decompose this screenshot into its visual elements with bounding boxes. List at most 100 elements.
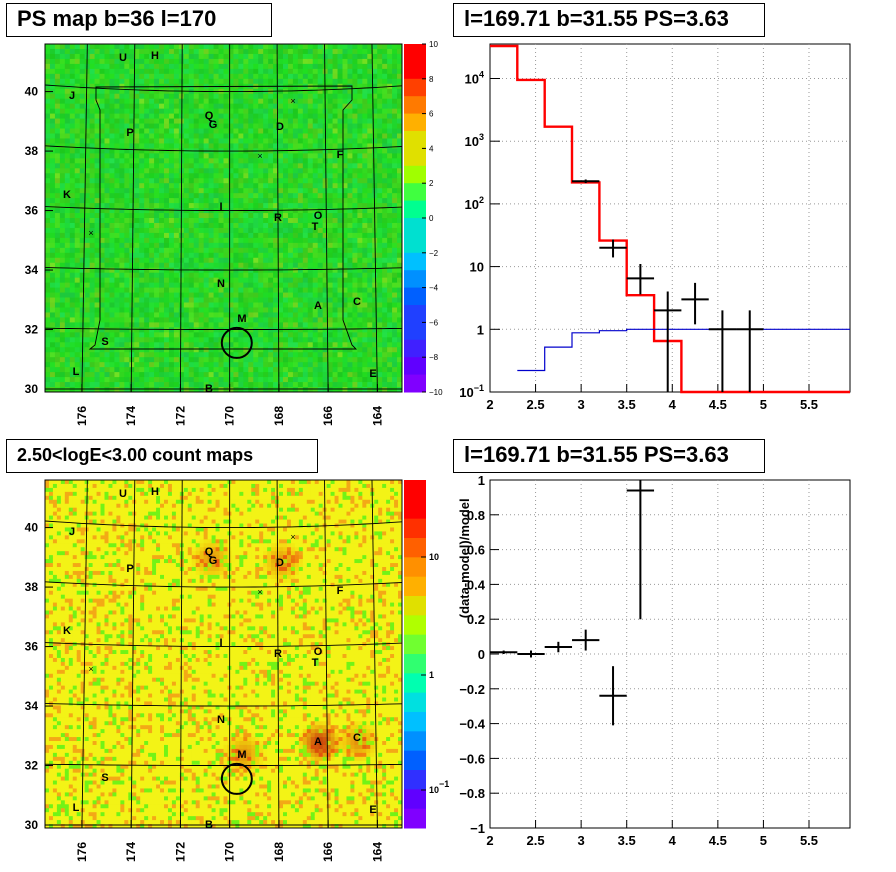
ps-map-pixel — [233, 272, 239, 279]
ps-map-pixel — [109, 88, 115, 95]
ps-map-pixel — [183, 53, 190, 60]
ps-map-pixel — [243, 312, 249, 318]
ps-map-pixel — [337, 257, 343, 264]
ps-map-pixel — [357, 342, 363, 348]
ps-map-pixel — [139, 68, 145, 75]
ps-map-pixel — [238, 103, 244, 110]
ps-map-pixel — [397, 138, 403, 144]
ps-map-pixel — [79, 232, 86, 239]
ps-map-pixel — [342, 252, 348, 259]
ps-map-pixel — [362, 148, 368, 154]
ps-map-pixel — [342, 48, 348, 55]
ps-map-pixel — [168, 342, 175, 348]
ps-map-pixel — [317, 44, 324, 50]
ps-map-pixel — [297, 297, 304, 303]
ps-map-pixel — [377, 362, 383, 368]
ps-map-pixel — [124, 227, 130, 234]
ps-map-pixel — [352, 193, 358, 199]
ps-map-pixel — [54, 153, 61, 159]
ps-map-pixel — [327, 287, 333, 293]
ps-map-pixel — [134, 73, 140, 80]
ps-map-pixel — [193, 178, 200, 184]
ps-map-pixel — [278, 128, 284, 134]
ps-map-pixel — [218, 257, 224, 264]
ps-map-pixel — [109, 153, 115, 159]
ps-map-pixel — [367, 357, 373, 363]
ps-map-pixel — [218, 158, 224, 164]
ps-map-pixel — [114, 382, 120, 388]
ps-map-pixel — [337, 218, 343, 224]
ps-map-pixel — [114, 173, 120, 179]
ps-map-pixel — [357, 113, 363, 119]
ps-map-pixel — [178, 307, 185, 313]
ps-map-pixel — [352, 68, 358, 75]
ps-map-pixel — [332, 252, 338, 259]
ps-map-pixel — [243, 247, 249, 254]
ps-map-pixel — [203, 163, 210, 169]
ps-map-pixel — [357, 377, 363, 383]
ps-map-pixel — [387, 203, 393, 209]
ps-map-pixel — [367, 63, 373, 70]
ps-map-pixel — [193, 213, 200, 219]
ps-map-pixel — [317, 362, 324, 368]
ps-map-pixel — [372, 332, 378, 338]
ps-map-pixel — [104, 183, 110, 189]
ps-map-pixel — [159, 317, 165, 323]
ps-map-pixel — [248, 307, 254, 313]
ps-map-pixel — [352, 382, 358, 388]
ps-map-pixel — [74, 277, 81, 284]
ps-map-pixel — [213, 173, 219, 179]
ps-map-pixel — [49, 332, 56, 338]
ps-map-pixel — [149, 307, 155, 313]
ps-map-pixel — [367, 133, 373, 139]
ps-map-pixel — [69, 208, 76, 214]
ps-map-pixel — [173, 163, 180, 169]
ps-map-pixel — [322, 188, 329, 194]
ps-map-pixel — [268, 218, 274, 224]
ps-map-pixel — [243, 63, 249, 70]
ps-map-pixel — [74, 252, 81, 259]
ps-map-pixel — [312, 113, 319, 119]
ps-map-pixel — [104, 53, 110, 60]
ps-map-pixel — [307, 352, 314, 358]
ps-map-pixel — [322, 203, 329, 209]
ps-map-pixel — [362, 193, 368, 199]
ps-map-pixel — [144, 262, 150, 269]
ps-map-pixel — [347, 188, 353, 194]
ps-map-pixel — [342, 58, 348, 65]
ps-map-pixel — [208, 367, 214, 373]
ps-map-pixel — [347, 113, 353, 119]
ps-map-pixel — [337, 377, 343, 383]
ps-map-pixel — [74, 307, 81, 313]
ps-map-pixel — [283, 312, 289, 318]
ps-map-pixel — [302, 272, 309, 279]
ps-map-pixel — [79, 143, 86, 149]
ps-map-pixel — [154, 262, 160, 269]
ps-map-pixel — [74, 108, 81, 114]
ps-map-pixel — [387, 123, 393, 129]
ps-map-pixel — [312, 178, 319, 184]
ps-map-pixel — [317, 168, 324, 174]
ps-map-pixel — [332, 218, 338, 224]
ps-map-pixel — [164, 362, 170, 368]
ps-map-pixel — [54, 277, 61, 284]
ps-map-pixel — [332, 232, 338, 239]
ps-map-pixel — [218, 198, 224, 204]
ps-map-pixel — [337, 148, 343, 154]
ps-map-pixel — [74, 232, 81, 239]
ps-map-pixel — [193, 322, 200, 328]
ps-map-pixel — [168, 118, 175, 124]
ps-map-pixel — [392, 277, 398, 284]
ps-map-pixel — [213, 387, 219, 393]
ps-map-pixel — [94, 123, 100, 129]
ps-map-pixel — [49, 63, 56, 70]
ps-map-pixel — [362, 247, 368, 254]
ps-map-pixel — [74, 103, 81, 110]
ps-map-pixel — [312, 257, 319, 264]
ps-map-pixel — [238, 153, 244, 159]
ps-map-pixel — [74, 203, 81, 209]
ps-map-pixel — [312, 98, 319, 105]
ps-map-pixel — [283, 292, 289, 298]
ps-map-pixel — [367, 108, 373, 114]
ps-map-pixel — [159, 282, 165, 288]
